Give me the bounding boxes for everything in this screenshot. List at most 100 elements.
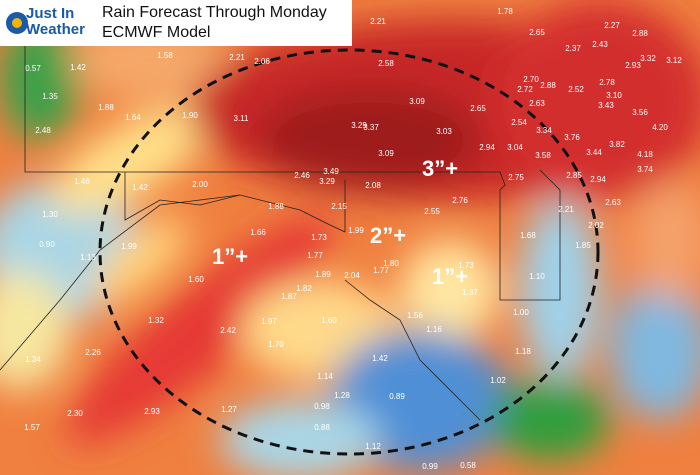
rain-amount: 0.57 <box>25 64 41 73</box>
rain-amount: 2.94 <box>479 143 495 152</box>
rain-amount: 3.03 <box>436 127 452 136</box>
rain-amount: 2.21 <box>558 205 574 214</box>
logo-line: Just In <box>26 5 75 22</box>
rain-amount: 1.77 <box>373 266 389 275</box>
rain-amount: 3.29 <box>319 177 335 186</box>
rain-amount: 1.00 <box>513 308 529 317</box>
rain-amount: 2.72 <box>517 85 533 94</box>
rain-amount: 3.58 <box>535 151 551 160</box>
border <box>0 194 241 371</box>
rain-amount: 1.64 <box>125 113 141 122</box>
rain-amount: 0.98 <box>314 402 330 411</box>
rain-amount: 1.58 <box>157 51 173 60</box>
rain-amount: 2.85 <box>566 171 582 180</box>
rain-amount: 1.27 <box>221 405 237 414</box>
rain-amount: 2.02 <box>588 221 604 230</box>
rain-amount: 3.76 <box>564 133 580 142</box>
rain-amount: 2.04 <box>344 271 360 280</box>
rain-amount: 2.63 <box>529 99 545 108</box>
rain-amount: 4.18 <box>637 150 653 159</box>
state-borders <box>0 40 561 421</box>
labels: 2.211.782.652.272.880.501.421.582.212.06… <box>22 7 682 471</box>
rain-amount: 1.46 <box>74 177 90 186</box>
rain-amount: 2.15 <box>331 202 347 211</box>
rain-amount: 2.46 <box>294 171 310 180</box>
rain-amount: 1.90 <box>182 111 198 120</box>
rain-amount: 3.43 <box>598 101 614 110</box>
rain-amount: 3.29 <box>351 121 367 130</box>
rain-amount: 3.10 <box>606 91 622 100</box>
rain-amount: 1.85 <box>575 241 591 250</box>
logo-icon <box>6 12 28 34</box>
zone-label: 3”+ <box>422 156 458 181</box>
rain-amount: 1.32 <box>148 316 164 325</box>
rain-amount: 3.49 <box>323 167 339 176</box>
rain-amount: 2.08 <box>365 181 381 190</box>
rain-amount: 1.80 <box>383 259 399 268</box>
rain-amount: 1.66 <box>250 228 266 237</box>
rain-amount: 2.06 <box>254 57 270 66</box>
rain-amount: 1.30 <box>42 210 58 219</box>
rain-amount: 1.82 <box>296 284 312 293</box>
rain-amount: 2.78 <box>599 78 615 87</box>
rain-amount: 1.78 <box>497 7 513 16</box>
rain-amount: 1.34 <box>25 355 41 364</box>
rain-amount: 0.58 <box>460 461 476 470</box>
rain-amount: 2.37 <box>565 44 581 53</box>
rain-amount: 1.77 <box>307 251 323 260</box>
rain-amount: 1.88 <box>98 103 114 112</box>
subtitle: ECMWF Model <box>102 24 211 41</box>
rain-amount: 2.94 <box>590 175 606 184</box>
titles: Rain Forecast Through Monday ECMWF Model <box>102 3 327 43</box>
rain-amount: 1.97 <box>261 317 277 326</box>
rain-amount: 1.99 <box>121 242 137 251</box>
rain-amount: 1.42 <box>70 63 86 72</box>
rain-amount: 1.99 <box>348 226 364 235</box>
rain-amount: 3.12 <box>666 56 682 65</box>
rain-amount: 2.43 <box>592 40 608 49</box>
rain-amount: 1.02 <box>490 376 506 385</box>
rain-amount: 2.65 <box>470 104 486 113</box>
rain-amount: 3.11 <box>234 114 250 123</box>
border <box>344 279 481 421</box>
rain-amount: 2.54 <box>511 118 527 127</box>
rain-amount: 2.42 <box>220 326 236 335</box>
title: Rain Forecast Through Monday <box>102 4 327 21</box>
rain-amount: 2.93 <box>144 407 160 416</box>
rain-amount: 3.37 <box>363 123 379 132</box>
logo-text: Just In Weather <box>26 6 85 38</box>
rain-amount: 0.99 <box>422 462 438 471</box>
rain-amount: 1.70 <box>268 340 284 349</box>
rain-amount: 1.42 <box>132 183 148 192</box>
rain-amount: 2.93 <box>625 61 641 70</box>
rain-amount: 1.18 <box>515 347 531 356</box>
rain-amount: 1.13 <box>80 253 96 262</box>
rain-amount: 2.00 <box>192 180 208 189</box>
rain-amount: 4.20 <box>652 123 668 132</box>
rain-amount: 1.10 <box>529 272 545 281</box>
rain-amount: 1.88 <box>268 202 284 211</box>
rain-amount: 2.70 <box>523 75 539 84</box>
rain-amount: 1.42 <box>372 354 388 363</box>
rain-amount: 2.75 <box>508 173 524 182</box>
rain-amount: 3.04 <box>507 143 523 152</box>
rain-amount: 3.32 <box>640 54 656 63</box>
rain-amount: 1.16 <box>426 325 442 334</box>
rain-amount: 2.48 <box>35 126 51 135</box>
zone-label: 1”+ <box>212 244 248 269</box>
rain-amount: 0.88 <box>314 423 330 432</box>
rain-amount: 2.65 <box>529 28 545 37</box>
rain-amount: 2.55 <box>424 207 440 216</box>
rain-amount: 2.30 <box>67 409 83 418</box>
rain-amount: 2.63 <box>605 198 621 207</box>
rain-amount: 1.57 <box>24 423 40 432</box>
rain-amount: 2.58 <box>378 59 394 68</box>
zone-label: 2”+ <box>370 223 406 248</box>
rain-amount: 1.73 <box>311 233 327 242</box>
forecast-circle <box>98 48 600 456</box>
rain-amount: 1.28 <box>334 391 350 400</box>
logo-line: Weather <box>26 21 85 38</box>
